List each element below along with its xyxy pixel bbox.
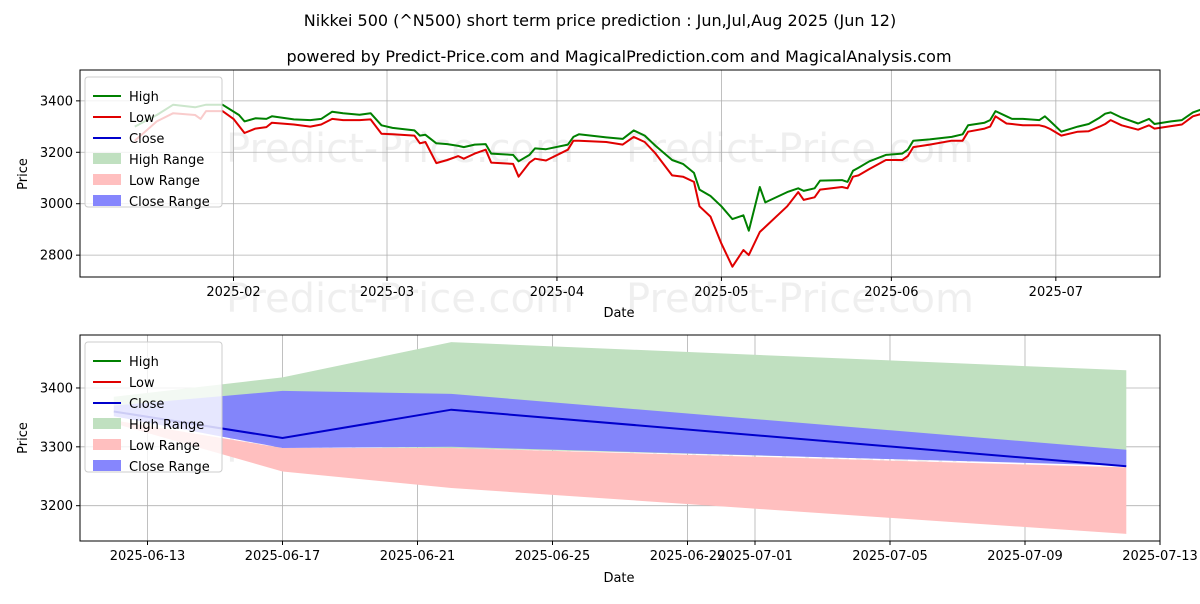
legend-label-high-range: High Range: [129, 153, 204, 168]
legend-label-close-range: Close Range: [129, 195, 210, 210]
legend-label-high: High: [129, 90, 159, 105]
forecast-legend: High Low Close High Range Low Range Close Ran…: [84, 341, 223, 475]
y-tick-label: 3200: [40, 146, 73, 161]
history-frame: [79, 69, 1161, 278]
legend-label-high-range: High Range: [129, 418, 204, 433]
legend-label-low: Low: [129, 376, 155, 391]
legend-label-close: Close: [129, 132, 164, 147]
low-range-band: [113, 420, 1127, 534]
x-tick-label: 2025-06-17: [245, 549, 321, 564]
history-panel: Predict-Price.com Predict-Price.com Pred…: [16, 69, 1200, 322]
x-tick-label: 2025-07-13: [1122, 549, 1198, 564]
x-tick-label: 2025-06-25: [515, 549, 591, 564]
x-tick-label: 2025-06-21: [380, 549, 456, 564]
legend-swatch-close-range: [93, 195, 121, 206]
x-tick-label: 2025-07-01: [717, 549, 793, 564]
x-tick-label: 2025-07-09: [987, 549, 1063, 564]
y-tick-label: 3400: [40, 94, 73, 109]
x-tick-label: 2025-06-29: [650, 549, 726, 564]
forecast-frame: [79, 334, 1161, 542]
chart-subtitle: powered by Predict-Price.com and Magical…: [286, 47, 951, 66]
watermark-1d: Predict-Price.com: [626, 276, 974, 322]
x-tick-label: 2025-04: [530, 285, 584, 300]
legend-label-high: High: [129, 355, 159, 370]
x-tick-label: 2025-03: [360, 285, 414, 300]
history-ticks: 2800 3000 3200 3400 2025-02 2025-03 2025-04 202…: [40, 94, 1083, 300]
x-tick-label: 2025-06: [864, 285, 918, 300]
x-tick-label: 2025-07: [1029, 285, 1083, 300]
forecast-panel: Predict-Price.com Predict-Price.com 3200…: [16, 334, 1198, 586]
history-legend: High Low Close High Range Low Range Close Ran…: [84, 76, 223, 210]
close-range-band: [113, 390, 1127, 466]
legend-swatch-high-range: [93, 153, 121, 164]
legend-label-low: Low: [129, 111, 155, 126]
legend-swatch-high-range: [93, 418, 121, 429]
x-tick-label: 2025-02: [206, 285, 260, 300]
legend-swatch-low-range: [93, 174, 121, 185]
history-ylabel: Price: [16, 158, 31, 190]
legend-swatch-close-range: [93, 460, 121, 471]
watermark-1b: Predict-Price.com: [626, 126, 974, 172]
legend-label-close: Close: [129, 397, 164, 412]
y-tick-label: 3300: [40, 440, 73, 455]
y-tick-label: 3200: [40, 499, 73, 514]
y-tick-label: 2800: [40, 249, 73, 264]
x-tick-label: 2025-06-13: [110, 549, 186, 564]
chart-title: Nikkei 500 (^N500) short term price pred…: [304, 11, 896, 30]
high-line: [134, 103, 1200, 232]
legend-label-low-range: Low Range: [129, 174, 200, 189]
y-tick-label: 3000: [40, 197, 73, 212]
forecast-ticks: 3200 3300 3400 2025-06-13 2025-06-17 2025-06-…: [40, 381, 1198, 564]
x-tick-label: 2025-05: [694, 285, 748, 300]
forecast-ylabel: Price: [16, 422, 31, 454]
history-series: [134, 103, 1200, 268]
low-line: [134, 110, 1200, 268]
forecast-series: [113, 342, 1127, 534]
forecast-xlabel: Date: [603, 571, 634, 586]
watermark-1c: Predict-Price.com: [226, 276, 574, 322]
y-tick-label: 3400: [40, 381, 73, 396]
history-xlabel: Date: [603, 306, 634, 321]
watermark-1a: Predict-Price.com: [226, 126, 574, 172]
x-tick-label: 2025-07-05: [852, 549, 928, 564]
legend-label-low-range: Low Range: [129, 439, 200, 454]
legend-label-close-range: Close Range: [129, 460, 210, 475]
legend-swatch-low-range: [93, 439, 121, 450]
